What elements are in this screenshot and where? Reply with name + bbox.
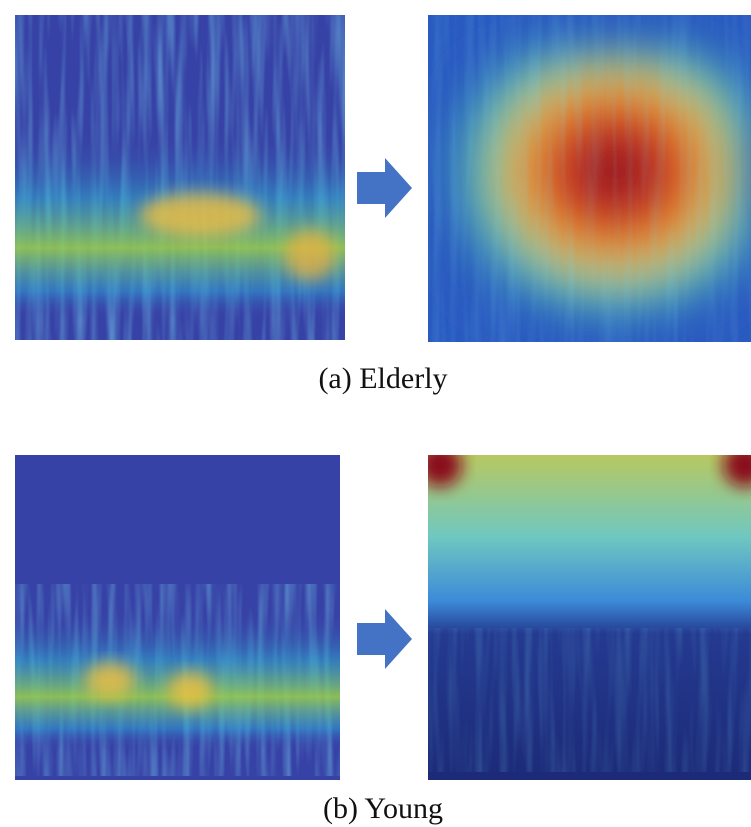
caption: (a) Elderly (318, 362, 447, 395)
spectrogram-young (15, 455, 340, 780)
arrow (357, 158, 412, 218)
heatmap-young (418, 443, 751, 780)
heatmap-elderly (428, 15, 751, 342)
figure: (a) Elderly (b) Young (0, 0, 751, 827)
caption: (b) Young (323, 792, 443, 825)
arrow (357, 609, 412, 669)
spectrogram-elderly (15, 15, 345, 340)
